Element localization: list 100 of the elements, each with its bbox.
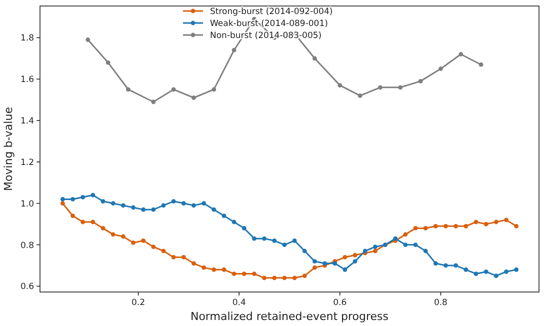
y-tick-label: 1.8 <box>20 34 34 44</box>
point <box>110 201 116 206</box>
point <box>262 236 266 241</box>
point <box>352 252 358 258</box>
point <box>141 207 146 212</box>
point <box>372 248 378 254</box>
point <box>312 265 317 270</box>
point <box>90 192 96 198</box>
point <box>484 222 488 226</box>
point <box>232 220 236 224</box>
point <box>232 48 236 52</box>
x-tick-label: 0.2 <box>132 298 146 308</box>
point <box>292 276 297 280</box>
point <box>120 203 126 208</box>
point <box>413 242 418 247</box>
point <box>292 238 297 243</box>
point <box>464 224 468 228</box>
point <box>312 259 317 264</box>
point <box>70 214 75 218</box>
point <box>494 274 498 278</box>
x-axis-title: Normalized retained-event progress <box>190 310 389 323</box>
point <box>438 66 443 71</box>
point <box>403 242 408 247</box>
point <box>444 224 448 228</box>
legend-label: Strong-burst (2014-092-004) <box>210 7 333 17</box>
point <box>181 201 186 206</box>
point <box>242 226 246 230</box>
point <box>282 276 287 280</box>
point <box>202 201 206 206</box>
point <box>106 60 110 65</box>
point <box>252 272 256 276</box>
point <box>352 259 358 264</box>
point <box>100 226 106 230</box>
point <box>454 224 458 228</box>
y-tick-label: 1.6 <box>20 75 34 86</box>
point <box>342 255 348 260</box>
point <box>444 263 448 268</box>
point <box>338 83 342 88</box>
point <box>252 236 256 241</box>
point <box>90 220 96 224</box>
point <box>70 197 75 202</box>
point <box>222 214 226 218</box>
point <box>484 270 488 274</box>
point <box>423 226 428 230</box>
point <box>423 248 428 254</box>
point <box>171 199 176 204</box>
point <box>120 234 126 239</box>
point <box>222 267 226 272</box>
y-tick-label: 1.4 <box>20 116 34 127</box>
point <box>86 38 90 42</box>
point <box>80 194 86 200</box>
point <box>302 274 307 278</box>
point <box>494 220 498 224</box>
point <box>418 78 423 84</box>
x-tick-label: 0.4 <box>232 298 246 308</box>
point <box>151 244 156 250</box>
point <box>126 87 130 92</box>
point <box>151 100 156 104</box>
x-tick-label: 0.6 <box>333 298 347 308</box>
point <box>272 238 277 243</box>
point <box>171 255 176 260</box>
point <box>504 218 508 222</box>
point <box>474 272 478 276</box>
point <box>358 93 362 98</box>
point <box>458 52 464 56</box>
point <box>100 199 106 204</box>
point <box>192 261 196 266</box>
point <box>80 220 86 224</box>
point <box>474 220 478 224</box>
point <box>514 224 519 228</box>
point <box>151 207 156 212</box>
point <box>60 201 65 206</box>
point <box>504 270 508 274</box>
point <box>282 242 287 247</box>
point <box>413 226 418 230</box>
y-axis-title: Moving b-value <box>2 106 15 191</box>
y-tick-label: 1.0 <box>20 199 34 210</box>
point <box>161 248 166 254</box>
point <box>312 56 317 61</box>
point <box>161 203 166 208</box>
point <box>454 263 458 268</box>
point <box>192 203 196 208</box>
point <box>192 96 196 100</box>
point <box>212 87 216 92</box>
point <box>110 232 116 237</box>
point <box>372 244 378 250</box>
point <box>212 207 216 212</box>
point <box>131 240 136 245</box>
point <box>378 85 382 90</box>
point <box>181 255 186 260</box>
point <box>302 248 307 254</box>
y-tick-label: 0.6 <box>20 282 34 292</box>
point <box>141 238 146 243</box>
point <box>433 261 438 266</box>
point <box>262 276 266 280</box>
point <box>342 267 348 272</box>
y-tick-label: 0.8 <box>20 240 34 251</box>
point <box>433 224 438 228</box>
point <box>131 205 136 210</box>
point <box>464 267 468 272</box>
